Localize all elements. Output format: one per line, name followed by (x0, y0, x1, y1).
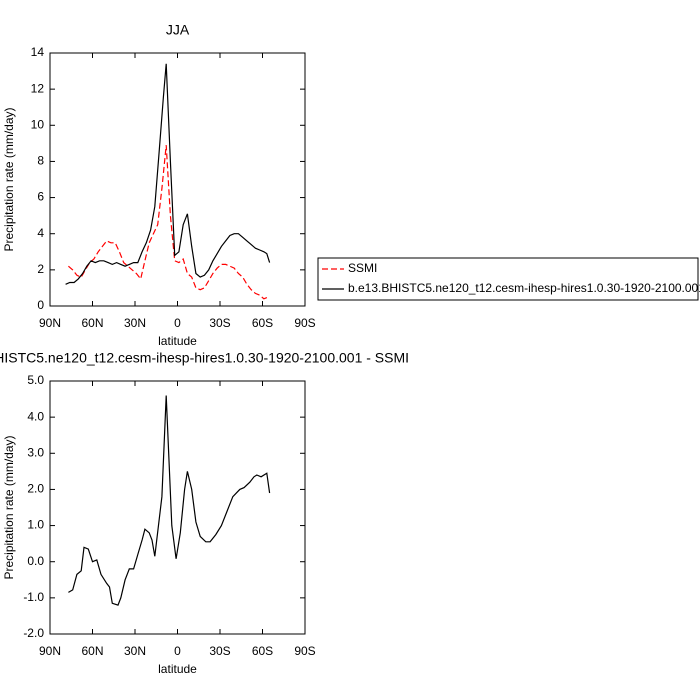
data-line (68, 395, 271, 606)
y-axis-label: Precipitation rate (mm/day) (2, 107, 16, 251)
y-tick-label: 14 (31, 45, 45, 59)
y-axis-label: Precipitation rate (mm/day) (2, 435, 16, 579)
y-tick-label: 5.0 (27, 373, 44, 387)
x-axis-label: latitude (158, 334, 197, 348)
plot-frame (49, 380, 306, 635)
y-tick-label: 8 (37, 154, 44, 168)
x-tick-label: 30S (209, 316, 230, 330)
data-line (68, 145, 269, 300)
x-tick-label: 90S (294, 316, 315, 330)
x-tick-label: 60N (81, 316, 103, 330)
y-tick-label: 12 (31, 81, 45, 95)
y-tick-label: -1.0 (23, 590, 44, 604)
x-tick-label: 0 (174, 644, 181, 658)
y-tick-label: 4 (37, 226, 44, 240)
y-tick-label: -2.0 (23, 626, 44, 640)
x-tick-label: 30N (124, 644, 146, 658)
y-tick-label: 3.0 (27, 445, 44, 459)
x-tick-label: 60S (252, 316, 273, 330)
y-tick-label: 6 (37, 190, 44, 204)
legend-label: b.e13.BHISTC5.ne120_t12.cesm-ihesp-hires… (348, 281, 700, 295)
y-tick-label: 10 (31, 117, 45, 131)
x-tick-label: 30N (124, 316, 146, 330)
x-tick-label: 0 (174, 316, 181, 330)
x-axis-label: latitude (158, 662, 197, 676)
y-tick-label: 2 (37, 262, 44, 276)
data-line (65, 63, 271, 285)
chart-title: JJA (166, 22, 190, 38)
x-tick-label: 90N (39, 644, 61, 658)
y-tick-label: 4.0 (27, 409, 44, 423)
x-tick-label: 60N (81, 644, 103, 658)
plot-frame (49, 52, 306, 307)
chart-title: b.e13.BHISTC5.ne120_t12.cesm-ihesp-hires… (0, 350, 409, 366)
y-tick-label: 1.0 (27, 518, 44, 532)
x-tick-label: 90S (294, 644, 315, 658)
legend: SSMI b.e13.BHISTC5.ne120_t12.cesm-ihesp-h… (317, 257, 700, 301)
x-tick-label: 90N (39, 316, 61, 330)
y-tick-label: 2.0 (27, 482, 44, 496)
legend-label: SSMI (348, 261, 377, 275)
y-tick-label: 0.0 (27, 554, 44, 568)
y-tick-label: 0 (37, 298, 44, 312)
legend-frame (317, 257, 699, 301)
x-tick-label: 30S (209, 644, 230, 658)
x-tick-label: 60S (252, 644, 273, 658)
